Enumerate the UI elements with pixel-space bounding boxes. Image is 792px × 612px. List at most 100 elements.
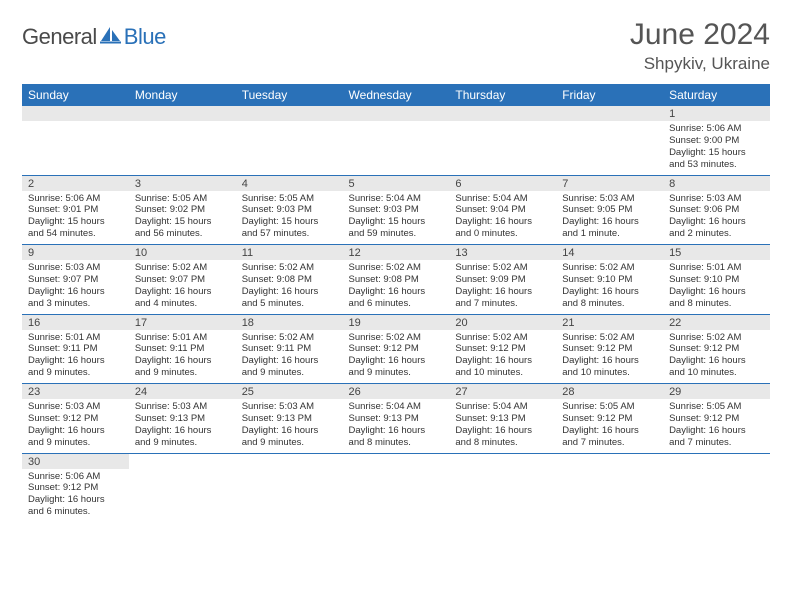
sunset-text: Sunset: 9:10 PM [562, 274, 657, 286]
logo: General Blue [22, 18, 166, 50]
sunset-text: Sunset: 9:03 PM [242, 204, 337, 216]
sunrise-text: Sunrise: 5:06 AM [28, 193, 123, 205]
day-body-cell [236, 121, 343, 175]
daylight-text: Daylight: 16 hours and 9 minutes. [135, 425, 230, 449]
sunset-text: Sunset: 9:13 PM [135, 413, 230, 425]
day-body-cell: Sunrise: 5:06 AMSunset: 9:12 PMDaylight:… [22, 469, 129, 523]
sunset-text: Sunset: 9:13 PM [349, 413, 444, 425]
day-number: 25 [236, 384, 343, 399]
daylight-text: Daylight: 16 hours and 5 minutes. [242, 286, 337, 310]
sunrise-text: Sunrise: 5:02 AM [349, 332, 444, 344]
day-number-cell: 19 [343, 314, 450, 330]
day-header: Friday [556, 84, 663, 106]
day-number: 10 [129, 245, 236, 260]
day-body-cell: Sunrise: 5:04 AMSunset: 9:13 PMDaylight:… [449, 399, 556, 453]
day-number-cell: 6 [449, 175, 556, 191]
sunrise-text: Sunrise: 5:02 AM [455, 262, 550, 274]
day-number: 30 [22, 454, 129, 469]
daylight-text: Daylight: 16 hours and 3 minutes. [28, 286, 123, 310]
day-number-cell: 13 [449, 245, 556, 261]
day-number-cell: 15 [663, 245, 770, 261]
sunset-text: Sunset: 9:04 PM [455, 204, 550, 216]
sunset-text: Sunset: 9:12 PM [669, 343, 764, 355]
logo-sail-icon [100, 26, 122, 47]
sunrise-text: Sunrise: 5:05 AM [242, 193, 337, 205]
day-number-cell [22, 106, 129, 121]
day-number-cell: 10 [129, 245, 236, 261]
sunset-text: Sunset: 9:03 PM [349, 204, 444, 216]
day-number: 29 [663, 384, 770, 399]
day-number-cell: 7 [556, 175, 663, 191]
daylight-text: Daylight: 16 hours and 10 minutes. [455, 355, 550, 379]
day-body-cell: Sunrise: 5:05 AMSunset: 9:12 PMDaylight:… [556, 399, 663, 453]
sunrise-text: Sunrise: 5:02 AM [562, 332, 657, 344]
day-body-cell: Sunrise: 5:05 AMSunset: 9:03 PMDaylight:… [236, 191, 343, 245]
day-number-cell [343, 106, 450, 121]
day-body-cell: Sunrise: 5:06 AMSunset: 9:01 PMDaylight:… [22, 191, 129, 245]
day-header-row: SundayMondayTuesdayWednesdayThursdayFrid… [22, 84, 770, 106]
day-body-cell: Sunrise: 5:06 AMSunset: 9:00 PMDaylight:… [663, 121, 770, 175]
day-number-cell [236, 106, 343, 121]
day-number-cell: 4 [236, 175, 343, 191]
day-number: 16 [22, 315, 129, 330]
sunset-text: Sunset: 9:11 PM [28, 343, 123, 355]
day-body-cell: Sunrise: 5:02 AMSunset: 9:12 PMDaylight:… [343, 330, 450, 384]
daylight-text: Daylight: 16 hours and 6 minutes. [349, 286, 444, 310]
sunset-text: Sunset: 9:00 PM [669, 135, 764, 147]
day-body-cell: Sunrise: 5:02 AMSunset: 9:09 PMDaylight:… [449, 260, 556, 314]
location-label: Shpykiv, Ukraine [630, 54, 770, 74]
day-number-cell: 25 [236, 384, 343, 400]
day-body-cell: Sunrise: 5:02 AMSunset: 9:07 PMDaylight:… [129, 260, 236, 314]
day-number: 12 [343, 245, 450, 260]
day-header: Tuesday [236, 84, 343, 106]
day-number-cell [556, 453, 663, 469]
day-number-cell: 30 [22, 453, 129, 469]
day-number-cell: 29 [663, 384, 770, 400]
day-number-cell: 1 [663, 106, 770, 121]
daylight-text: Daylight: 15 hours and 57 minutes. [242, 216, 337, 240]
day-body-cell: Sunrise: 5:01 AMSunset: 9:10 PMDaylight:… [663, 260, 770, 314]
day-number: 11 [236, 245, 343, 260]
day-number-cell: 20 [449, 314, 556, 330]
sunrise-text: Sunrise: 5:03 AM [28, 262, 123, 274]
day-number-cell [129, 106, 236, 121]
sunrise-text: Sunrise: 5:02 AM [135, 262, 230, 274]
day-number-cell [129, 453, 236, 469]
day-body-cell [22, 121, 129, 175]
daylight-text: Daylight: 16 hours and 10 minutes. [669, 355, 764, 379]
sunset-text: Sunset: 9:11 PM [135, 343, 230, 355]
day-number-cell: 28 [556, 384, 663, 400]
day-number: 26 [343, 384, 450, 399]
week-body-row: Sunrise: 5:06 AMSunset: 9:12 PMDaylight:… [22, 469, 770, 523]
day-number: 9 [22, 245, 129, 260]
day-number: 15 [663, 245, 770, 260]
daylight-text: Daylight: 16 hours and 9 minutes. [242, 355, 337, 379]
day-body-cell: Sunrise: 5:04 AMSunset: 9:04 PMDaylight:… [449, 191, 556, 245]
day-number: 28 [556, 384, 663, 399]
month-title: June 2024 [630, 18, 770, 52]
logo-text-general: General [22, 24, 97, 50]
sunrise-text: Sunrise: 5:06 AM [669, 123, 764, 135]
day-number-cell: 3 [129, 175, 236, 191]
day-number: 18 [236, 315, 343, 330]
daylight-text: Daylight: 15 hours and 56 minutes. [135, 216, 230, 240]
daylight-text: Daylight: 16 hours and 9 minutes. [242, 425, 337, 449]
daylight-text: Daylight: 16 hours and 8 minutes. [349, 425, 444, 449]
sunrise-text: Sunrise: 5:02 AM [455, 332, 550, 344]
day-header: Monday [129, 84, 236, 106]
day-number: 5 [343, 176, 450, 191]
sunset-text: Sunset: 9:12 PM [455, 343, 550, 355]
week-daynum-row: 9101112131415 [22, 245, 770, 261]
day-body-cell: Sunrise: 5:02 AMSunset: 9:10 PMDaylight:… [556, 260, 663, 314]
week-daynum-row: 16171819202122 [22, 314, 770, 330]
sunrise-text: Sunrise: 5:03 AM [135, 401, 230, 413]
daylight-text: Daylight: 15 hours and 54 minutes. [28, 216, 123, 240]
daylight-text: Daylight: 16 hours and 2 minutes. [669, 216, 764, 240]
day-number-cell: 9 [22, 245, 129, 261]
sunrise-text: Sunrise: 5:02 AM [562, 262, 657, 274]
day-body-cell [556, 469, 663, 523]
day-body-cell [236, 469, 343, 523]
daylight-text: Daylight: 16 hours and 7 minutes. [562, 425, 657, 449]
day-body-cell [129, 121, 236, 175]
day-number: 24 [129, 384, 236, 399]
